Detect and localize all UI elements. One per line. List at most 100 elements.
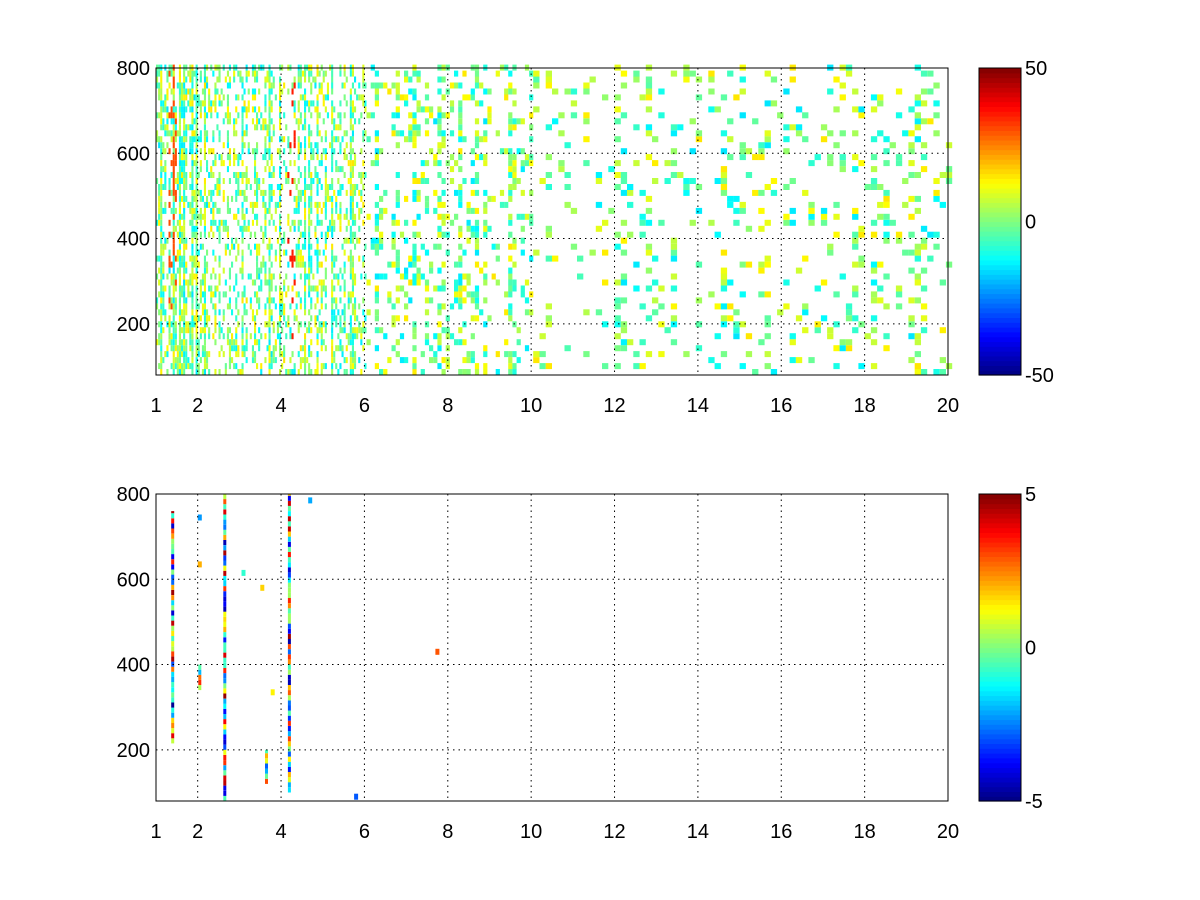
top-heatmap-cell-1552 bbox=[301, 231, 304, 238]
top-heatmap-cell-2537 bbox=[474, 369, 480, 375]
top-heatmap-cell-2174 bbox=[366, 213, 371, 220]
top-heatmap-cell-2872 bbox=[664, 160, 671, 167]
top-heatmap-cell-447 bbox=[185, 136, 188, 143]
top-heatmap-cell-680 bbox=[203, 297, 206, 304]
top-heatmap-cell-1916 bbox=[337, 166, 340, 173]
top-heatmap-cell-3188 bbox=[908, 231, 915, 238]
top-heatmap-cell-792 bbox=[214, 219, 217, 226]
top-heatmap-cell-2531 bbox=[470, 178, 475, 184]
top-heatmap-cell-2292 bbox=[408, 255, 413, 262]
bottom-streak-0-segment bbox=[171, 600, 175, 606]
top-heatmap-cell-1539 bbox=[299, 142, 302, 149]
top-heatmap-cell-21 bbox=[158, 267, 161, 274]
top-heatmap-cell-1786 bbox=[324, 345, 327, 352]
top-heatmap-cell-400 bbox=[183, 207, 186, 214]
top-heatmap-cell-1660 bbox=[310, 195, 313, 202]
top-heatmap-cell-3137 bbox=[870, 178, 878, 184]
bottom-x-tick-label: 16 bbox=[770, 821, 792, 843]
top-heatmap-cell-633 bbox=[199, 297, 202, 304]
top-heatmap-cell-1351 bbox=[279, 303, 282, 310]
top-heatmap-cell-591 bbox=[195, 195, 198, 202]
top-heatmap-cell-505 bbox=[191, 297, 194, 304]
top-heatmap-cell-2671 bbox=[512, 118, 517, 125]
top-heatmap-cell-809 bbox=[216, 124, 219, 131]
top-heatmap-cell-3215 bbox=[914, 100, 921, 107]
top-heatmap-cell-3025 bbox=[789, 339, 796, 346]
top-heatmap-cell-2784 bbox=[614, 333, 621, 340]
top-heatmap-cell-1884 bbox=[333, 225, 336, 232]
top-heatmap-cell-1461 bbox=[293, 363, 296, 370]
top-heatmap-cell-1570 bbox=[304, 279, 307, 286]
top-heatmap-cell-270 bbox=[174, 130, 177, 137]
top-heatmap-cell-1342 bbox=[276, 148, 279, 155]
top-heatmap-cell-2793 bbox=[614, 172, 621, 178]
top-heatmap-cell-1283 bbox=[268, 70, 271, 77]
bottom-streak-2-segment bbox=[287, 577, 291, 583]
top-heatmap-cell-1259 bbox=[268, 243, 271, 250]
top-y-tick-label: 600 bbox=[117, 143, 150, 165]
top-heatmap-cell-122 bbox=[164, 166, 167, 173]
top-heatmap-cell-678 bbox=[203, 309, 206, 316]
top-heatmap-cell-814 bbox=[218, 369, 221, 375]
top-heatmap-cell-75 bbox=[160, 148, 163, 155]
top-heatmap-cell-2070 bbox=[351, 184, 354, 190]
top-heatmap-cell-1092 bbox=[251, 345, 254, 352]
top-heatmap-cell-2554 bbox=[474, 172, 480, 178]
top-heatmap-cell-1327 bbox=[274, 339, 277, 346]
top-heatmap-cell-1189 bbox=[262, 237, 265, 244]
top-heatmap-cell-1094 bbox=[251, 309, 254, 316]
bottom-colorbar-segment bbox=[979, 585, 1021, 591]
bottom-colorbar-segment bbox=[979, 546, 1021, 553]
top-heatmap-cell-3058 bbox=[820, 219, 828, 226]
top-heatmap-cell-1034 bbox=[243, 345, 246, 352]
top-heatmap-cell-2003 bbox=[349, 369, 352, 375]
top-heatmap-cell-2826 bbox=[633, 160, 640, 167]
top-heatmap-cell-3196 bbox=[908, 106, 915, 113]
bottom-colorbar-segment bbox=[979, 743, 1021, 749]
top-heatmap-cell-867 bbox=[224, 363, 227, 370]
top-heatmap-cell-253 bbox=[174, 321, 177, 328]
top-heatmap-cell-1854 bbox=[331, 207, 334, 214]
top-heatmap-cell-3125 bbox=[870, 363, 878, 370]
top-heatmap-cell-1120 bbox=[254, 178, 257, 184]
top-heatmap-cell-1509 bbox=[297, 178, 300, 184]
top-heatmap-cell-1109 bbox=[254, 333, 257, 340]
top-heatmap-cell-366 bbox=[181, 136, 184, 143]
top-heatmap-cell-2260 bbox=[395, 142, 400, 149]
top-heatmap-cell-389 bbox=[183, 273, 186, 280]
top-heatmap-cell-114 bbox=[164, 285, 167, 292]
top-heatmap-cell-993 bbox=[239, 154, 242, 161]
bottom-streak-2-segment bbox=[287, 710, 291, 716]
top-heatmap-cell-1855 bbox=[331, 201, 334, 208]
top-heatmap-cell-796 bbox=[214, 154, 217, 161]
top-heatmap-cell-3187 bbox=[908, 249, 915, 256]
top-heatmap-cell-2332 bbox=[416, 231, 421, 238]
top-heatmap-cell-351 bbox=[181, 285, 184, 292]
bottom-streak-1-segment bbox=[223, 755, 227, 761]
top-heatmap-cell-3143 bbox=[877, 297, 884, 304]
top-heatmap-cell-2715 bbox=[533, 351, 540, 358]
top-heatmap-cell-1311 bbox=[272, 351, 275, 358]
top-heatmap-cell-3239 bbox=[933, 369, 940, 375]
bottom-streak-2-segment bbox=[287, 618, 291, 624]
top-heatmap-cell-2970 bbox=[739, 88, 746, 95]
top-heatmap-cell-2879 bbox=[670, 255, 678, 262]
top-heatmap-cell-441 bbox=[185, 184, 188, 190]
top-colorbar-segment bbox=[979, 154, 1021, 160]
top-heatmap-cell-207 bbox=[172, 297, 175, 304]
top-heatmap-cell-1459 bbox=[291, 82, 294, 89]
bottom-streak-1-segment bbox=[223, 657, 227, 663]
bottom-colorbar-segment bbox=[979, 767, 1021, 773]
top-heatmap-cell-2776 bbox=[602, 279, 609, 286]
top-heatmap-cell-68 bbox=[160, 189, 163, 196]
top-heatmap-cell-2898 bbox=[689, 219, 696, 226]
top-heatmap-cell-2523 bbox=[470, 333, 475, 340]
top-heatmap-cell-2349 bbox=[420, 160, 425, 167]
top-heatmap-cell-1202 bbox=[264, 309, 267, 316]
top-heatmap-cell-949 bbox=[235, 333, 238, 340]
top-heatmap-cell-3010 bbox=[770, 178, 778, 184]
top-heatmap-cell-763 bbox=[212, 333, 215, 340]
top-heatmap-cell-124 bbox=[164, 148, 167, 155]
top-heatmap-cell-2121 bbox=[358, 213, 361, 220]
top-heatmap-cell-2314 bbox=[412, 195, 417, 202]
